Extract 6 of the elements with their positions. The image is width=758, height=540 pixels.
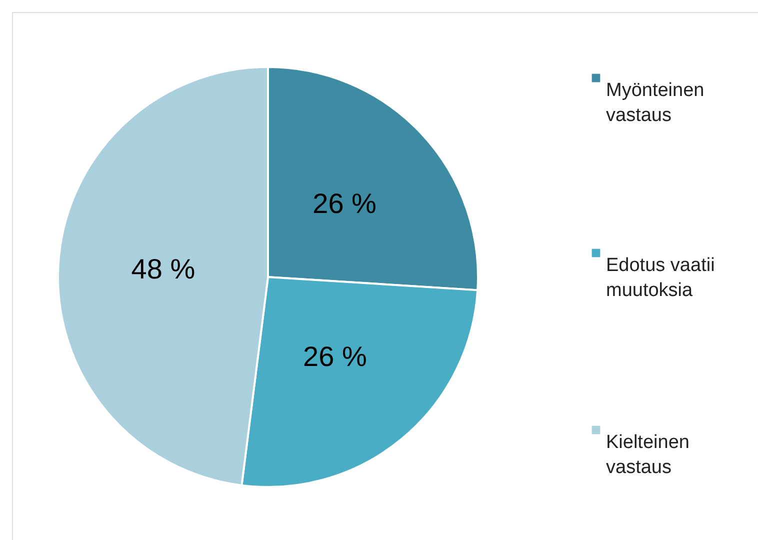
data-label: 26 %: [312, 188, 376, 220]
data-label: 48 %: [131, 253, 196, 284]
legend-label: Edotus vaatii muutoksia: [606, 255, 715, 301]
legend-label: Kielteinen vastaus: [606, 432, 690, 478]
legend-label: Myönteinen vastaus: [606, 80, 704, 126]
data-label: 26 %: [303, 340, 367, 372]
